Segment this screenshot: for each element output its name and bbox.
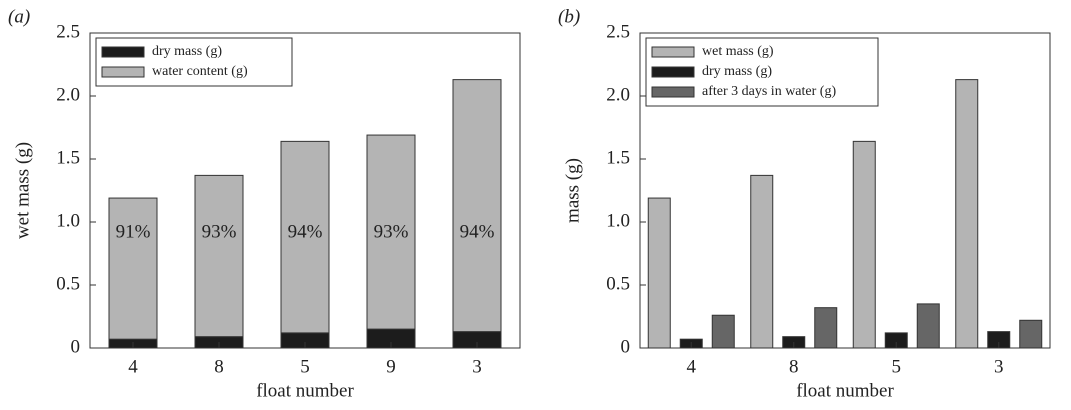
x-tick-label: 3 — [472, 356, 482, 377]
bar-segment — [108, 197, 158, 340]
x-tick-label: 4 — [128, 356, 138, 377]
x-axis-label: float number — [256, 380, 354, 401]
y-tick-label: 1.5 — [606, 147, 630, 168]
y-tick-label: 0.5 — [606, 273, 630, 294]
bar — [852, 140, 876, 349]
bar-segment — [366, 134, 416, 330]
x-axis-label: float number — [796, 380, 894, 401]
bar — [711, 314, 735, 349]
plot-frame — [89, 32, 521, 349]
x-tick-label: 9 — [386, 356, 396, 377]
y-tick-label: 0.5 — [56, 273, 80, 294]
bar — [750, 174, 774, 349]
legend-label: dry mass (g) — [702, 64, 772, 79]
percent-label: 93% — [202, 221, 237, 242]
y-tick-label: 1.0 — [56, 210, 80, 231]
y-tick-label: 2.0 — [606, 84, 630, 105]
panel-label: (a) — [8, 6, 30, 27]
y-tick-label: 0 — [71, 336, 81, 357]
percent-label: 93% — [374, 221, 409, 242]
bar-segment — [452, 79, 502, 333]
panel-label: (b) — [558, 6, 580, 27]
bar — [955, 79, 979, 349]
bar — [1019, 319, 1043, 349]
y-tick-label: 0 — [621, 336, 631, 357]
y-tick-label: 2.5 — [606, 21, 630, 42]
x-tick-label: 3 — [994, 356, 1004, 377]
legend-swatch — [101, 66, 145, 78]
x-tick-label: 8 — [789, 356, 799, 377]
bar — [814, 307, 838, 349]
x-tick-label: 4 — [687, 356, 697, 377]
y-axis-label: wet mass (g) — [12, 142, 33, 239]
legend-swatch — [651, 66, 695, 78]
x-tick-label: 5 — [300, 356, 310, 377]
y-tick-label: 1.5 — [56, 147, 80, 168]
legend-swatch — [651, 86, 695, 98]
legend-box — [95, 37, 293, 87]
x-tick-label: 8 — [214, 356, 224, 377]
plot-frame — [639, 32, 1051, 349]
y-axis-label: mass (g) — [562, 158, 583, 223]
legend-swatch — [101, 46, 145, 58]
bar — [916, 303, 940, 349]
percent-label: 94% — [460, 221, 495, 242]
legend-label: water content (g) — [152, 64, 248, 79]
legend-label: after 3 days in water (g) — [702, 84, 836, 99]
percent-label: 91% — [116, 221, 151, 242]
bar-segment — [194, 174, 244, 338]
bar — [647, 197, 671, 349]
y-tick-label: 1.0 — [606, 210, 630, 231]
y-tick-label: 2.0 — [56, 84, 80, 105]
legend-swatch — [651, 46, 695, 58]
percent-label: 94% — [288, 221, 323, 242]
legend-label: dry mass (g) — [152, 44, 222, 59]
y-tick-label: 2.5 — [56, 21, 80, 42]
legend-label: wet mass (g) — [702, 44, 774, 59]
bar-segment — [280, 140, 330, 334]
x-tick-label: 5 — [892, 356, 902, 377]
